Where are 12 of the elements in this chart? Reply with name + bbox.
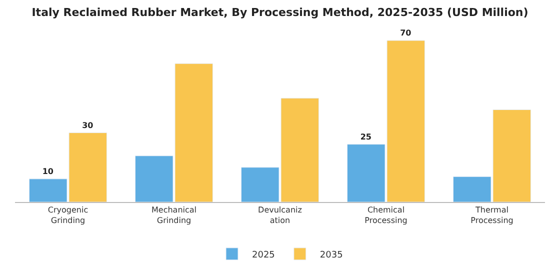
data-label: 30 <box>82 120 94 130</box>
x-tick-label: Chemical Processing <box>364 206 408 225</box>
data-label: 10 <box>42 166 54 176</box>
chart-title: Italy Reclaimed Rubber Market, By Processing Method, 2025-2035 (USD Million) <box>32 6 528 20</box>
data-label: 70 <box>400 28 412 38</box>
data-label: 25 <box>360 132 372 142</box>
x-tick-label: Mechanical Grinding <box>151 206 197 225</box>
x-tick-label: Cryogenic Grinding <box>48 206 88 225</box>
x-tick-label: Devulcaniz ation <box>258 206 302 225</box>
x-tick-label: Thermal Processing <box>470 206 514 225</box>
legend-label: 2025 <box>252 250 275 260</box>
legend-label: 2035 <box>320 250 343 260</box>
